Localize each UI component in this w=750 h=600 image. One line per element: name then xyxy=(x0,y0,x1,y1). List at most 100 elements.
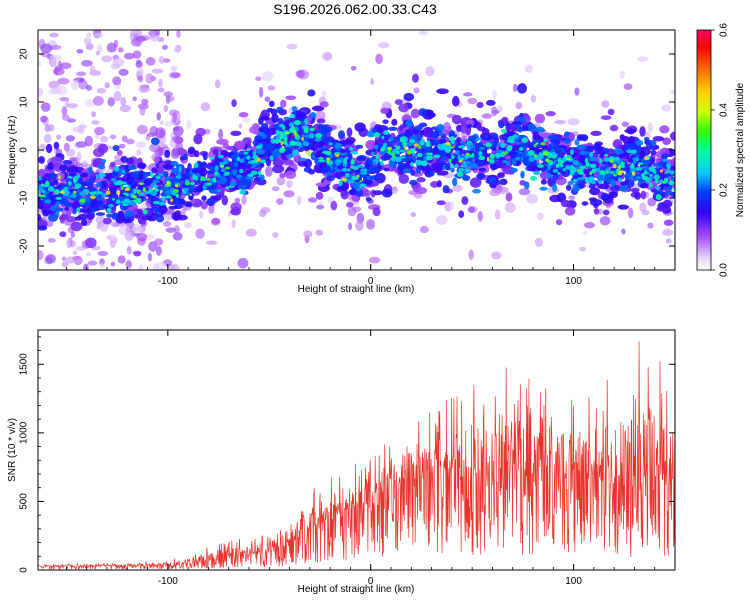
spectral-blob xyxy=(373,131,381,138)
spectral-blob xyxy=(654,186,661,190)
spectral-blob xyxy=(612,163,617,169)
spectral-blob xyxy=(582,165,587,169)
spectral-blob xyxy=(172,112,178,124)
spectral-blob xyxy=(279,147,286,154)
spectral-blob xyxy=(105,190,111,195)
spectral-blob xyxy=(268,100,275,108)
spectral-blob xyxy=(218,175,228,185)
spectral-blob xyxy=(387,149,392,154)
spectral-blob xyxy=(604,153,609,157)
spectral-blob xyxy=(489,163,499,170)
spectral-blob xyxy=(182,190,187,195)
spectral-blob xyxy=(454,164,459,167)
spectral-blob xyxy=(38,87,44,97)
spectral-blob xyxy=(173,225,180,235)
spectral-blob xyxy=(560,199,571,208)
spectral-blob xyxy=(74,183,82,189)
spectral-blob xyxy=(494,152,503,158)
spectral-blob xyxy=(97,44,103,53)
spectral-blob xyxy=(249,125,261,135)
spectral-blob xyxy=(105,213,114,218)
spectral-blob xyxy=(554,119,566,125)
spectrogram-ytick-label: 10 xyxy=(19,96,30,108)
spectral-blob xyxy=(96,191,103,195)
spectral-blob xyxy=(458,167,464,172)
spectral-blob xyxy=(348,179,355,184)
spectral-blob xyxy=(348,222,353,231)
spectral-blob xyxy=(93,96,104,106)
spectral-blob xyxy=(400,155,406,159)
spectral-blob xyxy=(465,152,470,156)
spectral-blob xyxy=(56,134,62,140)
spectral-blob xyxy=(139,105,146,116)
colorbar-tick-label: 0.2 xyxy=(719,183,730,197)
spectral-blob xyxy=(594,141,603,146)
spectral-blob xyxy=(40,189,46,194)
spectral-blob xyxy=(469,177,482,188)
spectral-blob xyxy=(207,199,216,204)
spectral-blob xyxy=(383,130,389,135)
spectral-blob xyxy=(142,187,147,192)
spectral-blob xyxy=(145,73,154,84)
spectral-blob xyxy=(451,154,455,160)
spectral-blob xyxy=(569,167,577,173)
spectral-blob xyxy=(330,200,338,211)
spectral-blob xyxy=(569,149,574,156)
spectral-blob xyxy=(405,119,413,128)
spectral-blob xyxy=(572,159,579,166)
spectral-blob xyxy=(589,171,593,176)
spectral-blob xyxy=(413,87,420,94)
spectral-blob xyxy=(548,134,558,140)
spectral-blob xyxy=(339,148,346,154)
spectral-blob xyxy=(154,238,164,246)
spectral-blob xyxy=(588,156,598,162)
spectral-blob xyxy=(240,171,248,178)
spectral-blob xyxy=(138,264,144,270)
spectral-blob xyxy=(86,251,91,257)
spectral-blob xyxy=(536,212,544,221)
spectral-blob xyxy=(272,165,285,174)
spectral-blob xyxy=(130,226,139,232)
spectral-blob xyxy=(54,207,64,212)
spectral-blob xyxy=(523,181,530,190)
spectral-blob xyxy=(65,135,75,142)
spectral-blob xyxy=(450,163,454,169)
spectral-blob xyxy=(259,86,264,98)
spectral-blob xyxy=(80,182,90,187)
spectral-blob xyxy=(59,190,65,194)
spectral-blob xyxy=(136,68,144,77)
spectral-blob xyxy=(38,184,43,191)
spectral-blob xyxy=(425,66,435,77)
spectral-blob xyxy=(618,152,630,160)
spectral-blob xyxy=(194,162,199,168)
spectral-blob xyxy=(309,112,317,119)
spectral-blob xyxy=(392,153,396,158)
spectral-blob xyxy=(406,142,412,147)
spectral-blob xyxy=(308,169,316,175)
spectral-blob xyxy=(654,189,664,194)
spectral-blob xyxy=(245,228,257,237)
spectral-blob xyxy=(188,196,193,201)
spectral-blob xyxy=(413,125,423,130)
spectral-blob xyxy=(45,254,56,264)
spectral-blob xyxy=(94,126,105,136)
spectral-blob xyxy=(122,192,128,195)
spectral-blob xyxy=(391,118,398,126)
spectral-blob xyxy=(154,148,164,157)
spectral-blob xyxy=(435,215,448,225)
spectral-blob xyxy=(119,104,132,113)
spectral-blob xyxy=(599,157,603,164)
spectral-blob xyxy=(371,152,375,155)
spectral-blob xyxy=(427,170,435,177)
spectral-blob xyxy=(58,175,61,180)
spectral-blob xyxy=(155,246,162,256)
spectral-blob xyxy=(156,112,161,121)
spectral-blob xyxy=(391,155,398,162)
spectral-blob xyxy=(639,126,646,137)
spectral-blob xyxy=(657,161,665,167)
spectral-blob xyxy=(259,174,265,182)
spectral-blob xyxy=(157,173,164,177)
spectral-blob xyxy=(120,200,127,204)
spectral-blob xyxy=(44,199,51,204)
